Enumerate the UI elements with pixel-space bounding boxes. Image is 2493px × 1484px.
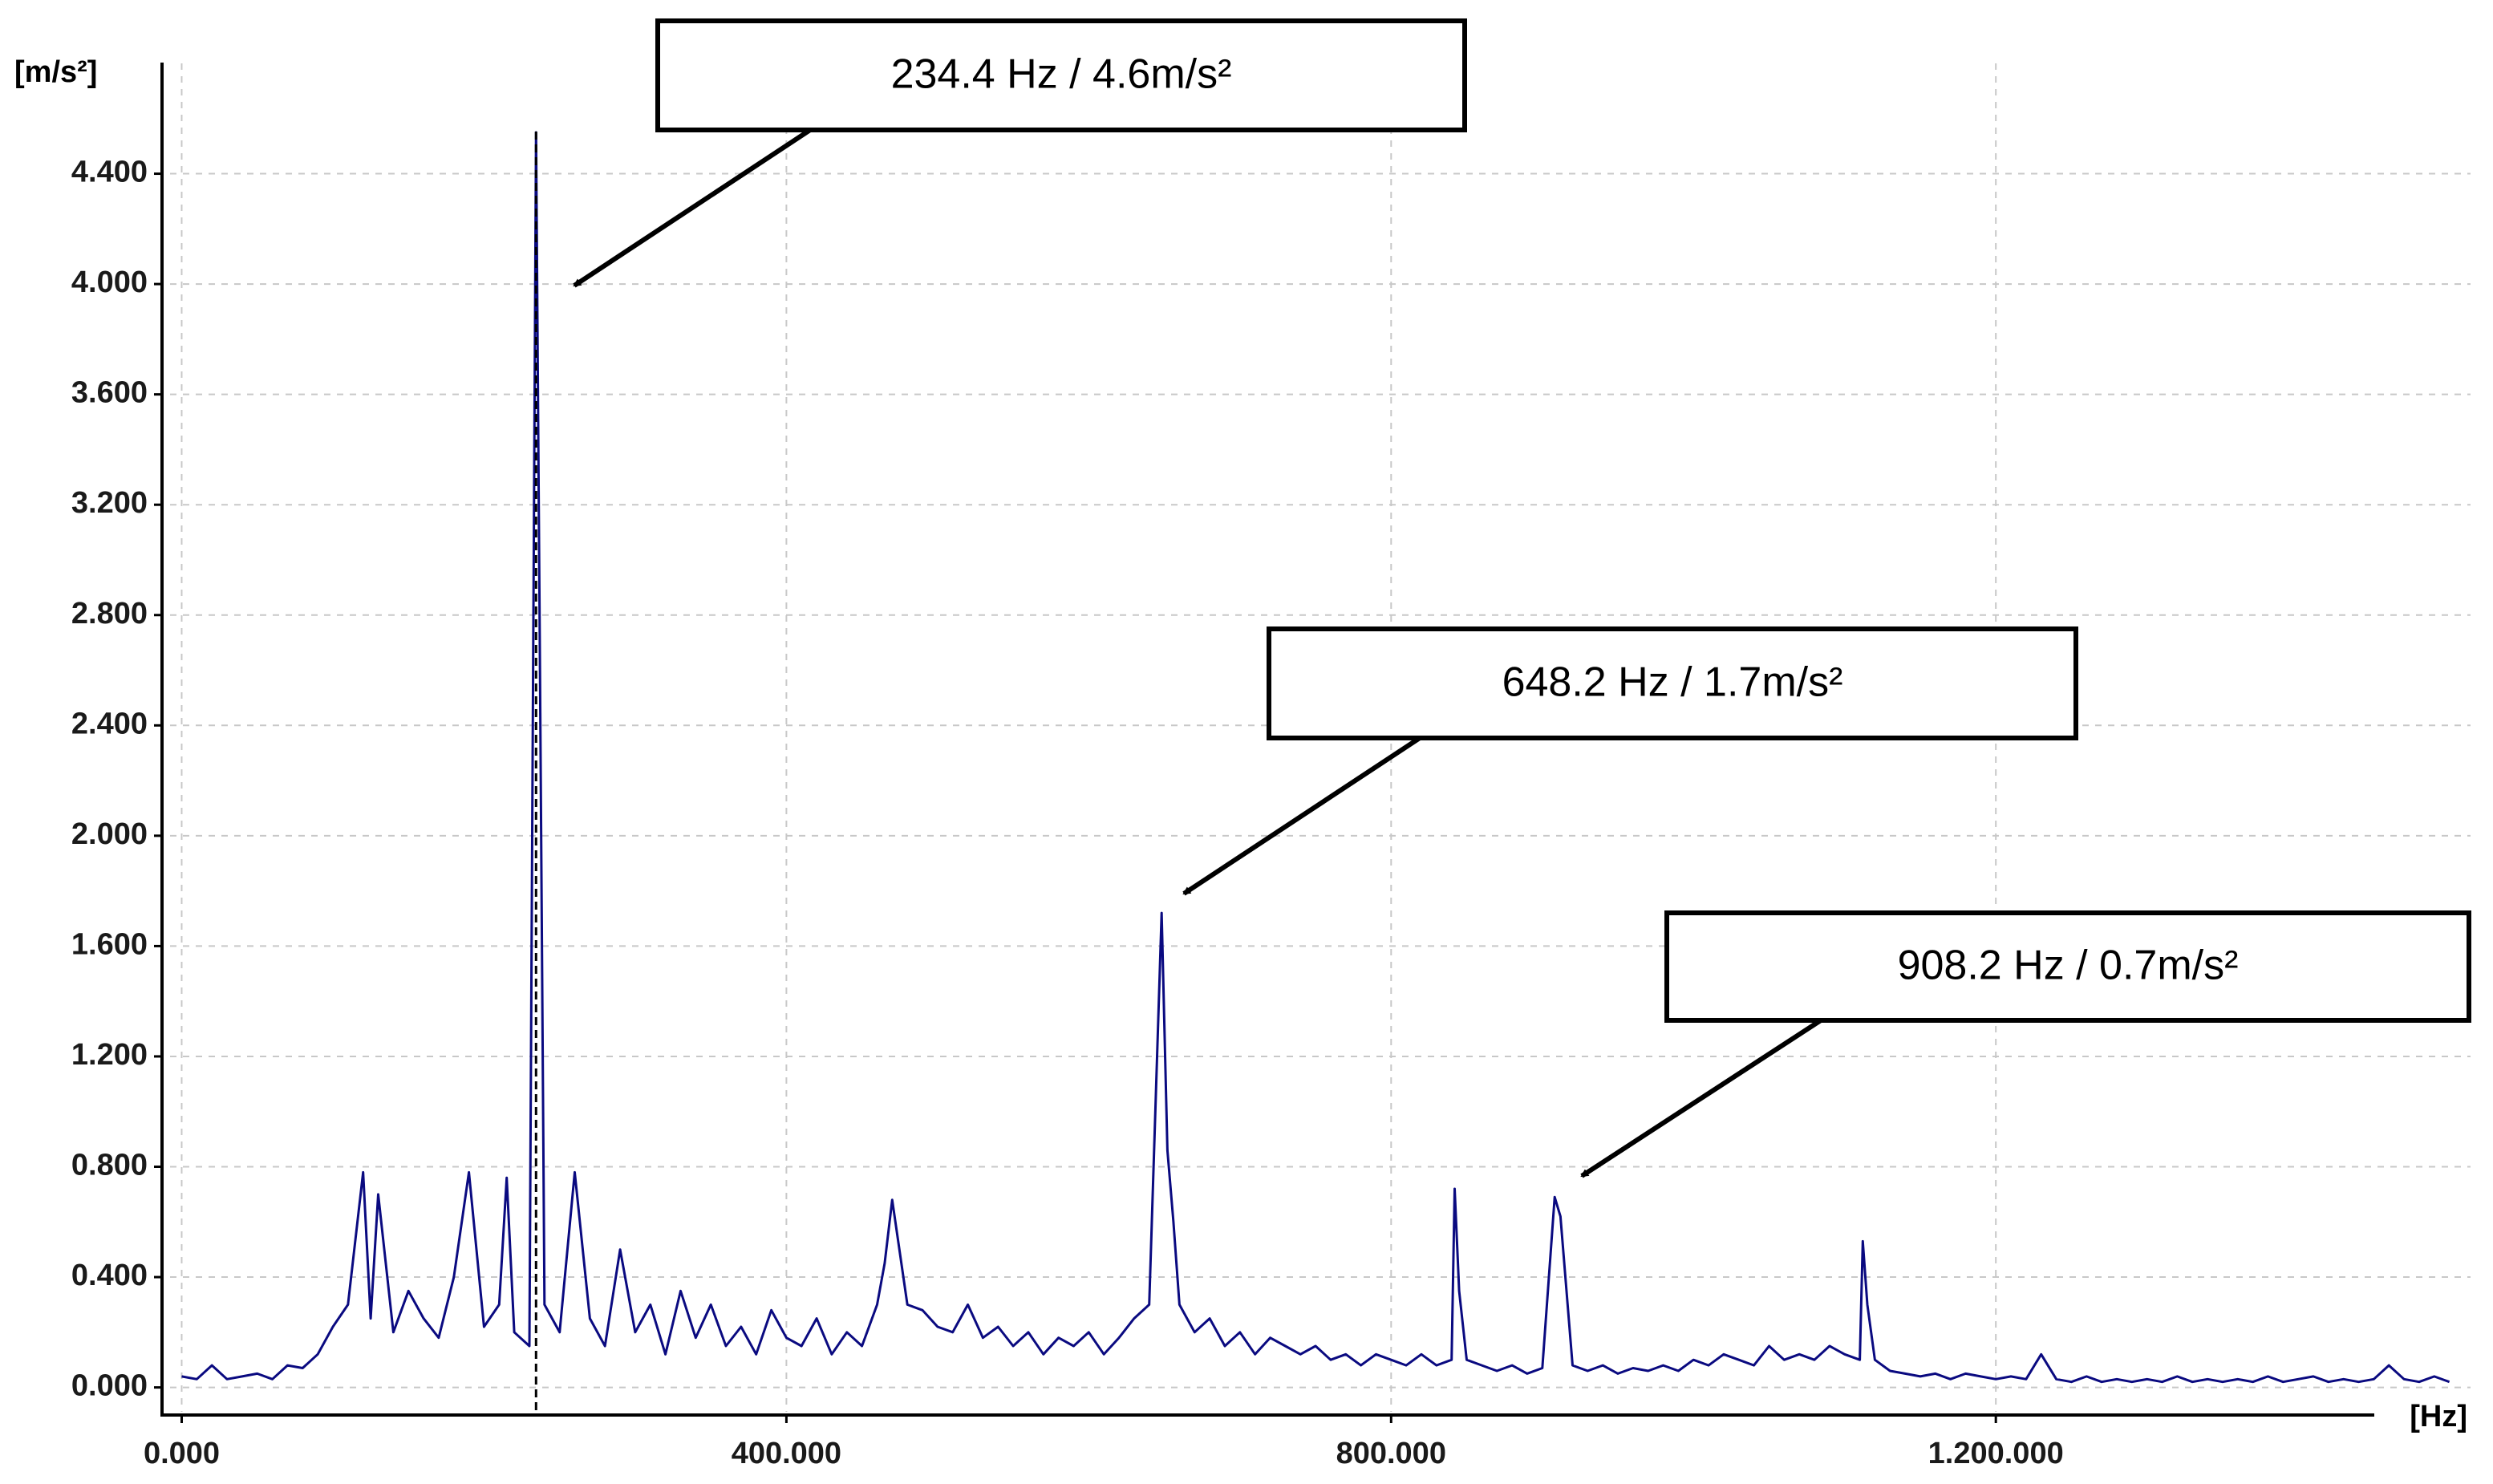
annotation-box xyxy=(1664,910,2471,1023)
y-tick-label: 3.200 xyxy=(71,486,148,520)
x-tick-label: 800.000 xyxy=(1336,1437,1446,1470)
y-tick-label: 2.800 xyxy=(71,597,148,630)
y-tick-label: 4.000 xyxy=(71,266,148,299)
y-tick-label: 0.800 xyxy=(71,1149,148,1182)
y-tick-label: 0.400 xyxy=(71,1259,148,1292)
y-tick-label: 2.000 xyxy=(71,817,148,851)
grid xyxy=(170,63,2471,1412)
y-tick-label: 4.400 xyxy=(71,156,148,189)
y-tick-label: 1.600 xyxy=(71,927,148,961)
spectrum-line xyxy=(181,131,2450,1384)
annotation-text: 648.2 Hz / 1.7m/s² xyxy=(1502,659,1843,706)
y-tick-label: 0.000 xyxy=(71,1369,148,1403)
y-axis-label: [m/s²] xyxy=(14,55,97,89)
annotation-arrow xyxy=(1580,1018,1822,1178)
y-tick-label: 2.400 xyxy=(71,707,148,740)
annotation-text: 908.2 Hz / 0.7m/s² xyxy=(1898,943,2239,989)
annotation-arrow xyxy=(1182,736,1421,896)
plot xyxy=(181,131,2450,1415)
y-tick-label: 3.600 xyxy=(71,376,148,410)
x-axis-label: [Hz] xyxy=(2410,1400,2467,1433)
x-tick-label: 400.000 xyxy=(732,1437,841,1470)
annotation-text: 234.4 Hz / 4.6m/s² xyxy=(891,51,1232,98)
x-tick-label: 1.200.000 xyxy=(1928,1437,2064,1470)
y-tick-label: 1.200 xyxy=(71,1038,148,1072)
annotation-arrow xyxy=(573,128,812,288)
annotations: 234.4 Hz / 4.6m/s² 648.2 Hz / 1.7m/s² 908.… xyxy=(573,18,2471,1178)
annotation-box xyxy=(655,18,1467,132)
axes: 0.000 0.400 0.800 1.200 1.600 2.000 2.400 2.800… xyxy=(71,63,2374,1470)
x-tick-label: 0.000 xyxy=(144,1437,220,1470)
annotation-box xyxy=(1267,626,2078,740)
